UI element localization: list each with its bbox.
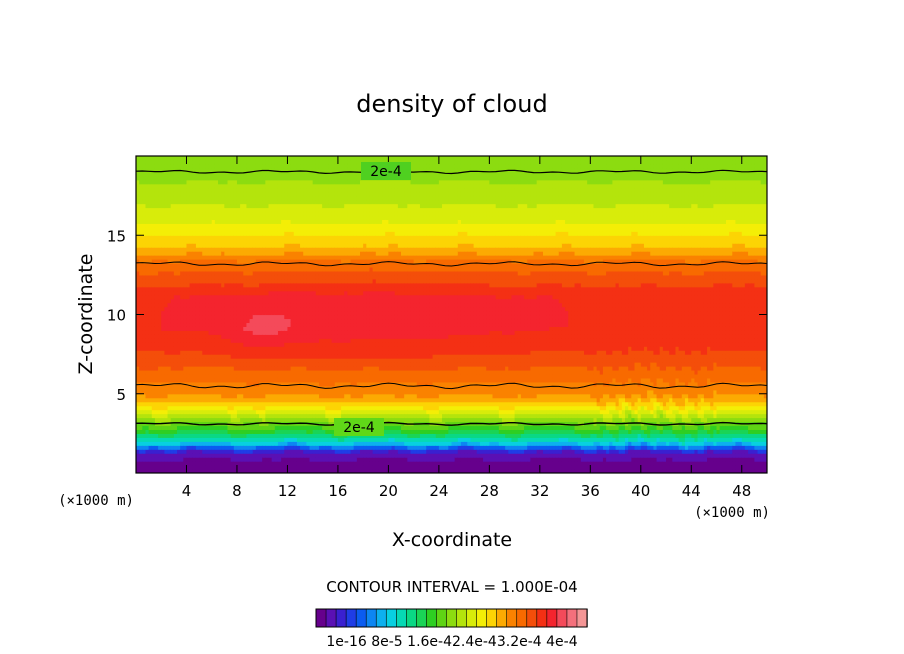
colorbar-swatch — [536, 608, 548, 628]
colorbar-labels: 1e-16 8e-5 1.6e-42.4e-43.2e-4 4e-4 — [326, 634, 577, 650]
colorbar-swatch — [456, 608, 468, 628]
x-unit-left: (×1000 m) — [58, 493, 134, 509]
contour-label-upper: 2e-4 — [361, 162, 411, 180]
x-tick-label: 40 — [631, 482, 650, 500]
colorbar-swatch — [476, 608, 488, 628]
x-tick-label: 4 — [182, 482, 192, 500]
colorbar-swatch — [496, 608, 508, 628]
colorbar-swatch — [375, 608, 387, 628]
colorbar-swatch — [416, 608, 428, 628]
x-tick-label: 44 — [682, 482, 701, 500]
colorbar-swatch — [506, 608, 518, 628]
colorbar-frame — [315, 608, 588, 628]
x-axis-label: X-coordinate — [392, 529, 512, 551]
contour-label-lower: 2e-4 — [334, 418, 384, 436]
y-tick-label: 5 — [116, 386, 126, 404]
y-tick-label: 10 — [107, 307, 126, 325]
colorbar-swatch — [355, 608, 367, 628]
colorbar-swatch — [576, 608, 588, 628]
colorbar-swatch — [566, 608, 578, 628]
colorbar-swatch — [436, 608, 448, 628]
colorbar-swatch — [385, 608, 398, 628]
y-axis-label: Z-coordinate — [75, 254, 97, 375]
x-tick-label: 28 — [480, 482, 499, 500]
colorbar-swatch — [335, 608, 347, 628]
x-tick-label: 24 — [429, 482, 448, 500]
colorbar-swatch — [395, 608, 408, 628]
colorbar-swatch — [315, 608, 327, 628]
contour-label-upper-text: 2e-4 — [370, 164, 402, 180]
colorbar-swatch — [406, 608, 418, 628]
colorbar-swatch — [556, 608, 568, 628]
colorbar — [315, 608, 588, 628]
chart-title: density of cloud — [356, 90, 547, 118]
colorbar-swatch — [546, 608, 558, 628]
colorbar-swatch — [426, 608, 438, 628]
x-tick-label: 48 — [732, 482, 751, 500]
colorbar-swatch — [325, 608, 337, 628]
contour-fill-bands — [136, 156, 767, 473]
contour-label-lower-text: 2e-4 — [343, 420, 375, 436]
x-tick-label: 16 — [328, 482, 347, 500]
colorbar-swatch — [486, 608, 498, 628]
colorbar-swatch — [345, 608, 357, 628]
contour-interval-text: CONTOUR INTERVAL = 1.000E-04 — [326, 578, 577, 596]
y-tick-label: 15 — [107, 227, 126, 245]
colorbar-swatch — [466, 608, 478, 628]
x-tick-label: 8 — [232, 482, 242, 500]
colorbar-swatch — [516, 608, 528, 628]
x-unit-right: (×1000 m) — [694, 505, 770, 521]
x-tick-label: 12 — [278, 482, 297, 500]
colorbar-swatch — [365, 608, 377, 628]
colorbar-swatch — [446, 608, 458, 628]
colorbar-swatch — [526, 608, 538, 628]
x-tick-label: 32 — [530, 482, 549, 500]
x-tick-label: 20 — [379, 482, 398, 500]
contour-lines — [136, 169, 767, 426]
x-tick-label: 36 — [581, 482, 600, 500]
